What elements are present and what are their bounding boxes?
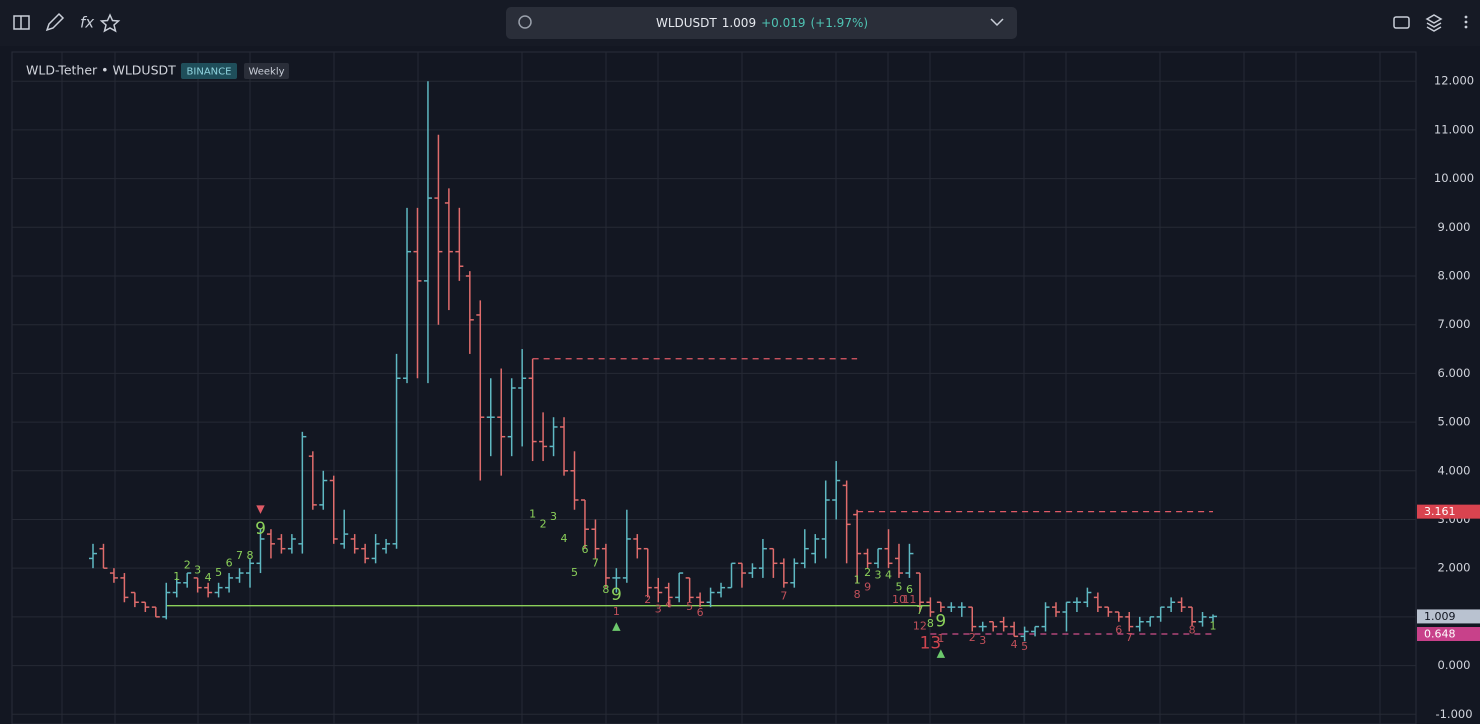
td-count: 4 [561,532,568,545]
interval-label: Weekly [248,67,284,78]
y-tick-label: 9.000 [1438,220,1471,234]
y-tick-label: 7.000 [1438,317,1471,331]
td-count: 8 [602,583,609,596]
price-marker-label: 0.648 [1424,628,1456,641]
y-tick-label: 2.000 [1438,561,1471,575]
td-count: 7 [1126,631,1133,644]
td-count: 6 [697,606,704,619]
y-tick-label: 6.000 [1438,366,1471,380]
y-tick-label: 4.000 [1438,463,1471,477]
td-count: 5 [686,600,693,613]
td-count: 4 [665,598,672,611]
symbol-header: WLDUSDT 1.009 +0.019 (+1.97%) [656,16,868,30]
td-count: 2 [969,631,976,644]
td-count: 2 [864,566,871,579]
price-marker [1417,609,1480,624]
td-count: 1 [937,632,944,645]
td-count: 3 [550,510,557,523]
td-count: 3 [875,568,882,581]
td-count: 1 [529,508,536,521]
td-count: 6 [906,583,913,596]
chart-title: WLD-Tether • WLDUSDT [26,63,176,78]
td-count: 1 [173,570,180,583]
symbol-search[interactable] [506,7,1017,39]
td-count: 9 [935,612,946,632]
price-marker-label: 1.009 [1424,610,1456,623]
td-count: 4 [205,571,212,584]
toolbar-icons [13,12,1443,33]
td-count: 7 [236,549,243,562]
td-count: 10 [892,593,906,606]
y-tick-label: 8.000 [1438,269,1471,283]
td-count: 8 [1189,624,1196,637]
td-count: 7 [592,556,599,569]
y-tick-label: 0.000 [1438,658,1471,672]
interval-badge [244,63,289,79]
price-marker [1417,504,1480,519]
exchange-badge [181,63,237,79]
td-count: ▲ [612,620,621,633]
td-count: 6 [1115,624,1122,637]
td-count: 3 [655,603,662,616]
td-count: 8 [927,617,934,630]
td-count: 9 [864,581,871,594]
star-icon[interactable] [99,13,121,33]
td-count: 8 [854,588,861,601]
td-count: 1 [1210,620,1217,633]
td-count: 12 [913,620,927,633]
td-count: ▼ [256,503,265,516]
td-count: 6 [581,543,588,556]
td-count: 2 [540,517,547,530]
td-count: 4 [885,568,892,581]
td-count: 5 [895,581,902,594]
layers-icon[interactable] [1425,14,1443,32]
td-count: 5 [1021,640,1028,653]
td-count: 9 [611,585,622,605]
y-tick-label: -1.000 [1435,707,1472,721]
td-count: 5 [215,566,222,579]
pencil-icon[interactable] [45,12,65,32]
td-count: 1 [854,573,861,586]
y-tick-label: 12.000 [1434,74,1474,88]
td-count: 13 [920,634,942,654]
td-count: 2 [644,593,651,606]
td-count: 5 [571,566,578,579]
menu-icon[interactable] [1464,15,1468,29]
camera-icon[interactable] [1393,16,1410,29]
fx-icon[interactable]: fx [80,14,94,32]
search-icon [518,15,532,29]
td-count: 2 [184,559,191,572]
y-tick-label: 11.000 [1434,122,1474,136]
td-count: 4 [1011,638,1018,651]
td-count: 3 [979,634,986,647]
td-count: 1 [613,605,620,618]
book-icon[interactable] [13,15,30,30]
td-count: 8 [247,549,254,562]
td-count: 11 [902,593,916,606]
y-tick-label: 5.000 [1438,415,1471,429]
price-marker-label: 3.161 [1424,505,1456,518]
exchange-label: BINANCE [187,67,232,78]
y-tick-label: 10.000 [1434,171,1474,185]
plot-frame [11,51,1417,724]
td-count: 3 [194,564,201,577]
td-count: 9 [255,519,266,539]
dropdown-icon[interactable] [990,18,1004,27]
price-marker [1417,627,1480,642]
td-count: 7 [780,589,787,602]
td-count: 6 [226,556,233,569]
td-count: ▲ [937,646,946,659]
td-count: 7 [916,604,923,617]
